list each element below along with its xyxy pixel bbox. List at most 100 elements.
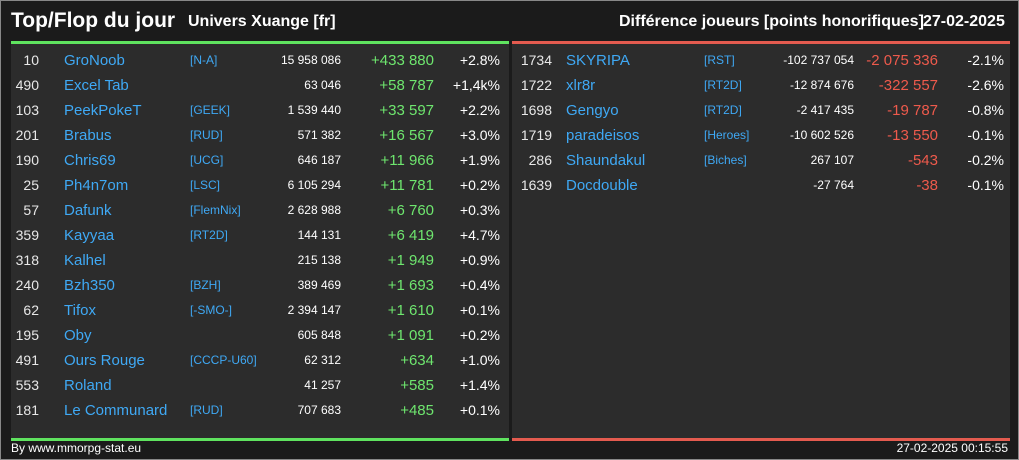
alliance-link[interactable]: [LSC]: [190, 178, 221, 192]
player-points: 15 958 086: [280, 53, 341, 67]
points-difference: +485: [400, 402, 434, 419]
player-rank: 201: [15, 127, 39, 143]
player-points: -2 417 435: [796, 103, 854, 117]
player-name-link[interactable]: Roland: [64, 377, 112, 394]
player-points: 707 683: [297, 403, 341, 417]
player-points: -27 764: [813, 178, 854, 192]
player-name-link[interactable]: Gengyo: [566, 102, 619, 119]
points-difference: +1 949: [387, 252, 434, 269]
player-name-link[interactable]: Le Communard: [64, 402, 168, 419]
points-difference: -543: [907, 152, 938, 169]
player-name-link[interactable]: Shaundakul: [566, 152, 646, 169]
top-row: 490 Excel Tab 63 046 +58 787 +1,4k%: [11, 73, 509, 98]
top-row: 190 Chris69 [UCG] 646 187 +11 966 +1.9%: [11, 148, 509, 173]
player-name-link[interactable]: Ours Rouge: [64, 352, 145, 369]
player-rank: 25: [23, 177, 39, 193]
player-points: 215 138: [297, 253, 341, 267]
points-difference: +16 567: [379, 127, 434, 144]
percent-change: +1.4%: [459, 377, 500, 393]
percent-change: -0.1%: [967, 177, 1004, 193]
player-name-link[interactable]: Dafunk: [64, 202, 112, 219]
top-row: 181 Le Communard [RUD] 707 683 +485 +0.1%: [11, 398, 509, 423]
player-rank: 57: [23, 202, 39, 218]
points-difference: +6 419: [387, 227, 434, 244]
metric-label: Différence joueurs [points honorifiques]: [619, 13, 924, 30]
player-points: -102 737 054: [783, 53, 854, 67]
player-name-link[interactable]: Docdouble: [566, 177, 638, 194]
alliance-link[interactable]: [Biches]: [704, 153, 747, 167]
player-name-link[interactable]: Kalhel: [64, 252, 106, 269]
player-name-link[interactable]: Tifox: [64, 302, 96, 319]
player-points: 144 131: [297, 228, 341, 242]
flop-row: 1639 Docdouble -27 764 -38 -0.1%: [512, 173, 1010, 198]
date-label: 27-02-2025: [923, 13, 1005, 30]
alliance-link[interactable]: [GEEK]: [190, 103, 231, 117]
player-points: 646 187: [297, 153, 341, 167]
points-difference: +1 610: [387, 302, 434, 319]
player-name-link[interactable]: Chris69: [64, 152, 116, 169]
top-row: 359 Kayyaa [RT2D] 144 131 +6 419 +4.7%: [11, 223, 509, 248]
percent-change: -2.6%: [967, 77, 1004, 93]
flop-row: 1722 xlr8r [RT2D] -12 874 676 -322 557 -2.6%: [512, 73, 1010, 98]
points-difference: +585: [400, 377, 434, 394]
points-difference: +58 787: [379, 77, 434, 94]
top-row: 318 Kalhel 215 138 +1 949 +0.9%: [11, 248, 509, 273]
player-points: -12 874 676: [789, 78, 854, 92]
page-title: Top/Flop du jour: [11, 9, 176, 32]
player-rank: 1719: [520, 127, 552, 143]
points-difference: -322 557: [878, 77, 938, 94]
player-name-link[interactable]: GroNoob: [64, 52, 125, 69]
top-row: 57 Dafunk [FlemNix] 2 628 988 +6 760 +0.3%: [11, 198, 509, 223]
alliance-link[interactable]: [RT2D]: [190, 228, 228, 242]
points-difference: +433 880: [371, 52, 434, 69]
player-points: 2 394 147: [287, 303, 341, 317]
player-rank: 318: [15, 252, 39, 268]
player-points: 571 382: [297, 128, 341, 142]
alliance-link[interactable]: [BZH]: [190, 278, 221, 292]
player-points: 6 105 294: [287, 178, 341, 192]
player-points: 63 046: [304, 78, 341, 92]
alliance-link[interactable]: [-SMO-]: [190, 303, 232, 317]
player-name-link[interactable]: Excel Tab: [64, 77, 129, 94]
percent-change: +0.4%: [459, 277, 500, 293]
percent-change: +1.0%: [459, 352, 500, 368]
top-row: 25 Ph4n7om [LSC] 6 105 294 +11 781 +0.2%: [11, 173, 509, 198]
player-name-link[interactable]: PeekPokeT: [64, 102, 142, 119]
player-name-link[interactable]: Bzh350: [64, 277, 115, 294]
alliance-link[interactable]: [UCG]: [190, 153, 224, 167]
points-difference: +1 693: [387, 277, 434, 294]
player-name-link[interactable]: Brabus: [64, 127, 112, 144]
top-row: 201 Brabus [RUD] 571 382 +16 567 +3.0%: [11, 123, 509, 148]
alliance-link[interactable]: [RT2D]: [704, 103, 742, 117]
alliance-link[interactable]: [CCCP-U60]: [190, 353, 257, 367]
alliance-link[interactable]: [RUD]: [190, 403, 223, 417]
player-name-link[interactable]: Ph4n7om: [64, 177, 129, 194]
player-rank: 62: [23, 302, 39, 318]
alliance-link[interactable]: [RST]: [704, 53, 735, 67]
player-rank: 103: [15, 102, 39, 118]
flop-panel: 1734 SKYRIPA [RST] -102 737 054 -2 075 336 -2…: [512, 41, 1010, 441]
player-rank: 491: [15, 352, 39, 368]
top-row: 195 Oby 605 848 +1 091 +0.2%: [11, 323, 509, 348]
points-difference: +11 781: [380, 177, 434, 194]
player-name-link[interactable]: Kayyaa: [64, 227, 115, 244]
top-row: 10 GroNoob [N-A] 15 958 086 +433 880 +2.8%: [11, 48, 509, 73]
player-name-link[interactable]: Oby: [64, 327, 92, 344]
alliance-link[interactable]: [Heroes]: [704, 128, 750, 142]
player-rank: 1734: [520, 52, 552, 68]
alliance-link[interactable]: [RUD]: [190, 128, 223, 142]
percent-change: +0.1%: [459, 302, 500, 318]
player-name-link[interactable]: SKYRIPA: [566, 52, 630, 69]
player-name-link[interactable]: xlr8r: [566, 77, 596, 94]
player-name-link[interactable]: paradeisos: [566, 127, 640, 144]
points-difference: +33 597: [379, 102, 434, 119]
alliance-link[interactable]: [RT2D]: [704, 78, 742, 92]
alliance-link[interactable]: [FlemNix]: [190, 203, 241, 217]
footer-credit: By www.mmorpg-stat.eu: [11, 441, 142, 455]
player-rank: 1698: [520, 102, 552, 118]
player-rank: 10: [23, 52, 39, 68]
universe-label: Univers Xuange [fr]: [188, 13, 336, 30]
alliance-link[interactable]: [N-A]: [190, 53, 218, 67]
player-points: 1 539 440: [287, 103, 341, 117]
